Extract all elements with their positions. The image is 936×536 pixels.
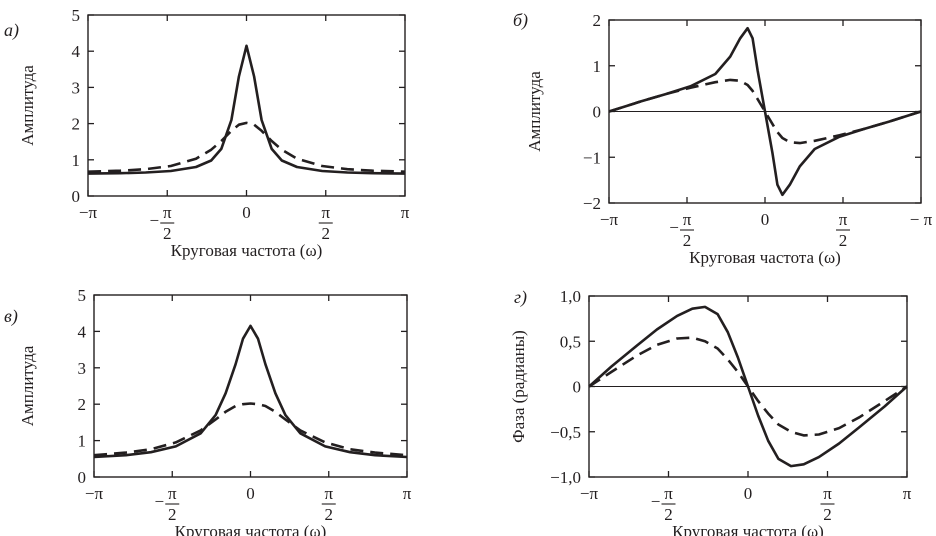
- y-tick-label: 1: [72, 151, 81, 170]
- x-tick-label-fraction: − π 2: [154, 484, 180, 524]
- x-tick-label: 0: [744, 484, 753, 503]
- x-tick-label-fraction: π2: [321, 484, 336, 524]
- panel-letter: а): [4, 20, 19, 41]
- panel-letter: в): [4, 306, 18, 327]
- y-tick-label: 2: [78, 395, 87, 414]
- series-line-solid: [94, 324, 407, 459]
- panel-letter: б): [513, 10, 528, 31]
- x-axis-label: Круговая частота (ω): [672, 522, 824, 536]
- x-tick-label: π: [168, 484, 177, 503]
- x-tick-label-fraction: − π 2: [651, 484, 676, 524]
- y-tick-label: 4: [72, 42, 81, 61]
- y-tick-label: −0,5: [550, 423, 581, 442]
- y-tick-label: 3: [78, 359, 87, 378]
- x-tick-label: π: [163, 203, 172, 222]
- y-tick-label: 0: [593, 103, 602, 122]
- y-tick-label: −2: [583, 194, 601, 213]
- y-axis-label: Фаза (радианы): [509, 330, 528, 443]
- y-tick-label: 4: [78, 322, 87, 341]
- x-tick-label: π: [403, 484, 412, 503]
- x-tick-label-denominator: 2: [839, 231, 848, 250]
- x-tick-label-sign: −: [651, 492, 661, 511]
- x-tick-label-sign: −: [149, 211, 159, 230]
- x-tick-label-denominator: 2: [163, 224, 172, 243]
- series-line-solid: [608, 26, 922, 197]
- y-tick-label: 5: [72, 6, 81, 25]
- x-tick-label-denominator: 2: [683, 231, 692, 250]
- x-axis-label: Круговая частота (ω): [689, 248, 841, 267]
- x-tick-label: −π: [79, 203, 98, 222]
- x-tick-label: π: [321, 203, 330, 222]
- y-tick-label: 0: [573, 378, 582, 397]
- y-tick-label: 1,0: [560, 287, 581, 306]
- x-tick-label: π: [683, 210, 692, 229]
- x-tick-label: 0: [761, 210, 770, 229]
- x-tick-label-fraction: − π 2: [669, 210, 694, 250]
- x-tick-label: π: [903, 484, 912, 503]
- x-tick-label: −π: [600, 210, 619, 229]
- y-axis-label: Амплитуда: [525, 71, 544, 152]
- x-tick-label: 0: [246, 484, 255, 503]
- x-tick-label-fraction: π2: [836, 210, 850, 250]
- x-axis-label: Круговая частота (ω): [175, 522, 327, 536]
- x-tick-label: −π: [85, 484, 104, 503]
- x-tick-label: π: [664, 484, 673, 503]
- series-line-solid: [88, 44, 405, 175]
- x-tick-label-denominator: 2: [664, 505, 673, 524]
- y-tick-label: 1: [593, 57, 602, 76]
- y-tick-label: 2: [72, 115, 81, 134]
- y-axis-label: Амплитуда: [18, 65, 37, 146]
- x-tick-label-fraction: π2: [318, 203, 333, 243]
- y-tick-label: 0: [72, 187, 81, 206]
- series-line-dashed: [93, 402, 408, 457]
- y-tick-label: 3: [72, 78, 81, 97]
- x-tick-label-denominator: 2: [325, 505, 334, 524]
- panel-letter: г): [514, 287, 527, 308]
- y-tick-label: 2: [593, 11, 602, 30]
- x-tick-label-denominator: 2: [322, 224, 331, 243]
- x-tick-label: π: [823, 484, 832, 503]
- x-tick-label: − π: [910, 210, 933, 229]
- x-tick-label-sign: −: [154, 492, 164, 511]
- x-tick-label: π: [401, 203, 410, 222]
- y-tick-label: 0: [78, 468, 87, 487]
- x-tick-label: −π: [580, 484, 599, 503]
- x-tick-label-sign: −: [669, 218, 679, 237]
- y-tick-label: 0,5: [560, 332, 581, 351]
- x-tick-label-denominator: 2: [823, 505, 832, 524]
- x-tick-label-denominator: 2: [168, 505, 177, 524]
- series-line-dashed: [588, 336, 908, 437]
- y-tick-label: 5: [78, 286, 87, 305]
- y-tick-label: 1: [78, 432, 87, 451]
- x-axis-label: Круговая частота (ω): [171, 241, 323, 260]
- x-tick-label-fraction: π2: [820, 484, 835, 524]
- series-line-dashed: [88, 121, 405, 173]
- x-tick-label: 0: [242, 203, 251, 222]
- x-tick-label: π: [839, 210, 848, 229]
- x-tick-label-fraction: − π 2: [149, 203, 175, 243]
- y-axis-label: Амплитуда: [18, 345, 37, 426]
- x-tick-label: π: [324, 484, 333, 503]
- y-tick-label: −1: [583, 148, 601, 167]
- y-tick-label: −1,0: [550, 468, 581, 487]
